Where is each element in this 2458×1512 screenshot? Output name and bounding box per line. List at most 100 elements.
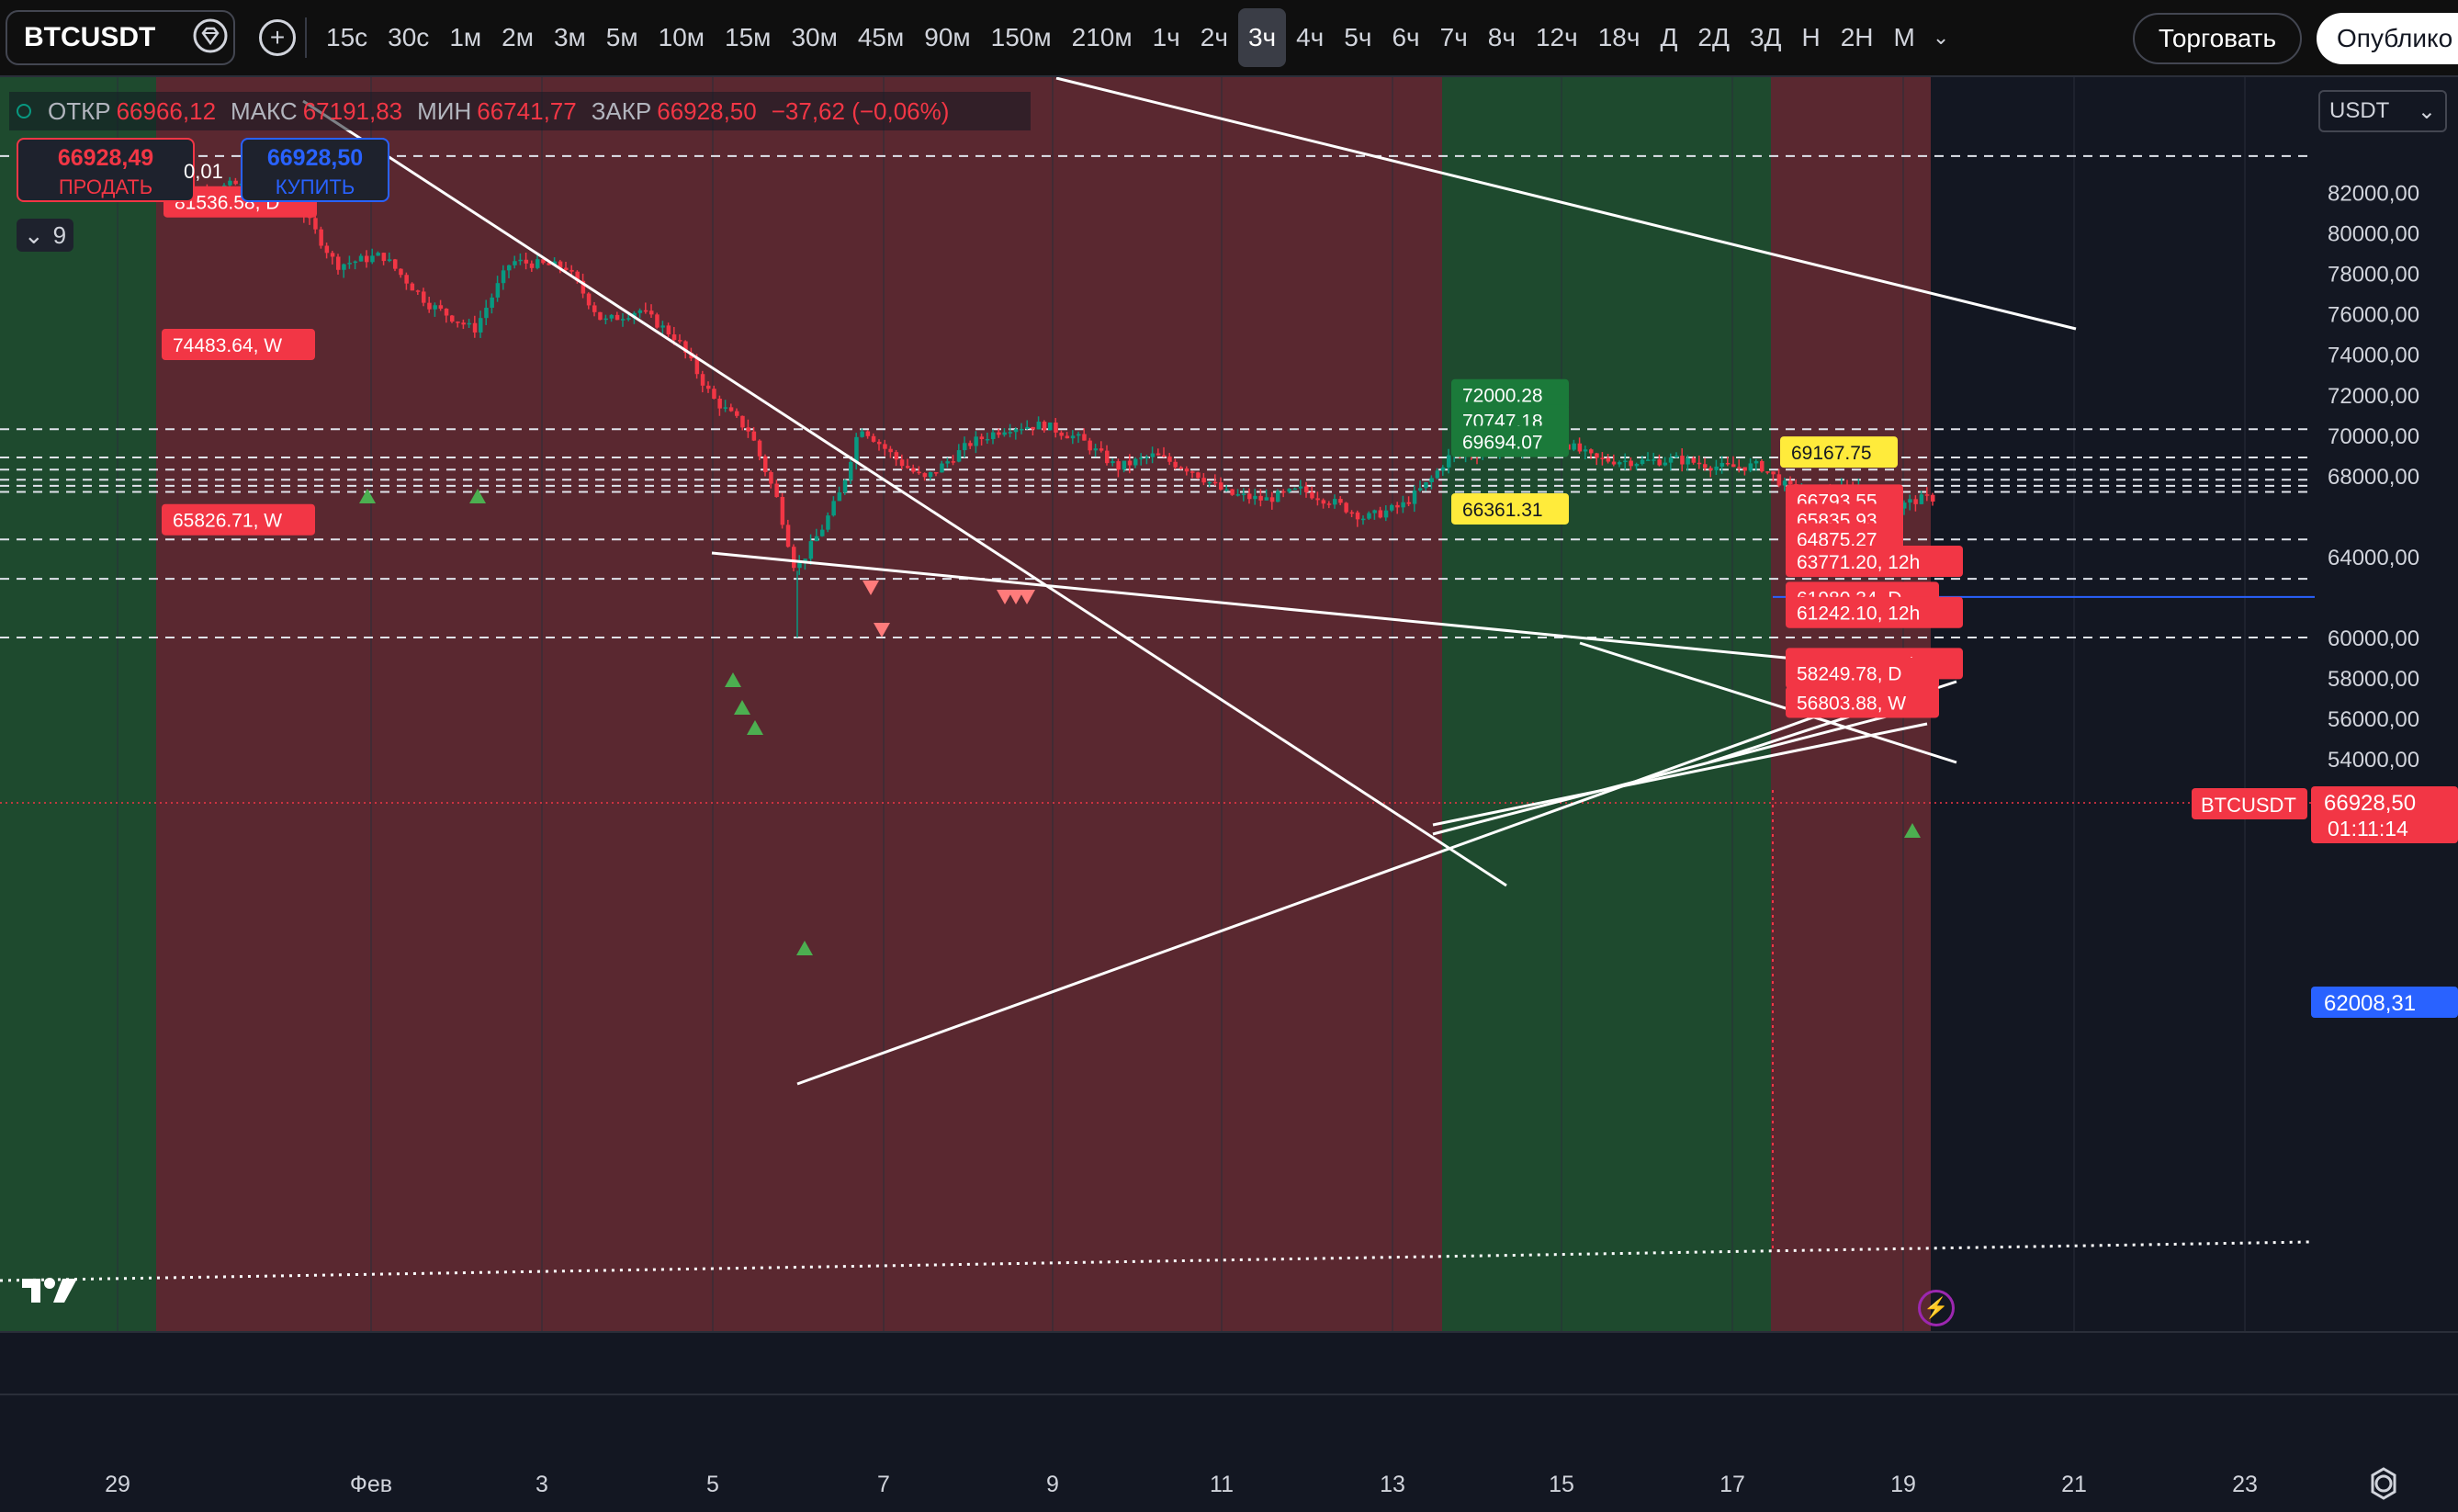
candle-body — [1281, 491, 1286, 493]
candle-body — [381, 253, 387, 262]
candle-body — [1589, 449, 1594, 454]
interval-1[interactable]: 30с — [388, 23, 430, 51]
publish-button[interactable]: Опублико — [2317, 13, 2458, 64]
candle-body — [808, 541, 814, 559]
candle-body — [1691, 457, 1697, 463]
candle-body — [1618, 462, 1622, 465]
interval-10[interactable]: 90м — [924, 23, 971, 51]
interval-20[interactable]: 8ч — [1487, 23, 1516, 51]
buy-button[interactable]: 66928,50 КУПИТЬ — [241, 138, 389, 202]
indicators-toggle[interactable]: ⌄ 9 — [17, 219, 73, 252]
candle-body — [1355, 512, 1360, 520]
sell-button[interactable]: 66928,49 ПРОДАТЬ — [17, 138, 195, 202]
level-label: 69694.07 — [1451, 425, 1569, 457]
candle-body — [336, 256, 341, 270]
candle-body — [518, 259, 523, 262]
level-label: 56803.88, W — [1786, 686, 1939, 718]
interval-26[interactable]: Н — [1801, 23, 1821, 51]
candle-body — [233, 180, 238, 185]
candle-body — [842, 480, 848, 493]
candle-body — [1703, 464, 1708, 468]
candle-body — [1196, 472, 1201, 479]
candle-body — [1013, 429, 1019, 433]
candle-body — [1276, 491, 1280, 502]
candle-body — [524, 259, 529, 264]
diamond-icon[interactable] — [192, 17, 229, 59]
interval-7[interactable]: 15м — [725, 23, 772, 51]
alert-price-value: 62008,31 — [2324, 991, 2416, 1016]
interval-16[interactable]: 4ч — [1296, 23, 1325, 51]
interval-0[interactable]: 15с — [326, 23, 368, 51]
candle-body — [393, 259, 398, 269]
candle-body — [1287, 489, 1291, 492]
plus-circle-icon[interactable]: + — [259, 19, 296, 56]
level-label-text: 72000.28 — [1462, 386, 1543, 407]
tradingview-logo[interactable] — [20, 1275, 81, 1313]
interval-23[interactable]: Д — [1660, 23, 1678, 51]
interval-9[interactable]: 45м — [857, 23, 905, 51]
interval-2[interactable]: 1м — [449, 23, 482, 51]
level-label-text: 74483.64, W — [173, 335, 282, 356]
interval-11[interactable]: 150м — [990, 23, 1052, 51]
symbol-search-button[interactable]: BTCUSDT — [6, 10, 235, 65]
sell-signal-icon — [1008, 590, 1024, 604]
interval-27[interactable]: 2Н — [1840, 23, 1874, 51]
level-label: 74483.64, W — [162, 329, 315, 361]
candle-body — [427, 302, 432, 310]
level-label-bg — [1786, 596, 1963, 628]
candle-body — [438, 305, 444, 310]
current-price-tag-bg — [2311, 786, 2458, 843]
currency-select[interactable]: USDT ⌄ — [2318, 90, 2447, 132]
interval-17[interactable]: 5ч — [1344, 23, 1372, 51]
candle-body — [1390, 504, 1394, 511]
candle-body — [1099, 448, 1104, 451]
candle-body — [1349, 512, 1355, 514]
candle-body — [324, 245, 330, 254]
buy-signal-icon — [359, 489, 376, 503]
candle-body — [1321, 500, 1326, 504]
candle-body — [1760, 460, 1765, 472]
candle-body — [997, 432, 1001, 435]
interval-5[interactable]: 5м — [605, 23, 638, 51]
settings-icon[interactable] — [2366, 1466, 2401, 1501]
level-label: 72000.28 — [1451, 378, 1569, 411]
level-label-bg — [162, 503, 315, 536]
candle-body — [1298, 486, 1303, 489]
interval-4[interactable]: 3м — [553, 23, 586, 51]
time-axis-label: 9 — [1046, 1472, 1059, 1497]
time-axis-label: 17 — [1719, 1472, 1745, 1497]
candle-body — [837, 492, 842, 502]
interval-28[interactable]: М — [1893, 23, 1915, 51]
interval-18[interactable]: 6ч — [1392, 23, 1420, 51]
interval-24[interactable]: 2Д — [1697, 23, 1730, 51]
candle-body — [1577, 443, 1583, 452]
candle-body — [1230, 489, 1235, 495]
candle-body — [1913, 499, 1918, 504]
interval-3[interactable]: 2м — [502, 23, 534, 51]
candle-body — [1178, 467, 1184, 469]
interval-14[interactable]: 2ч — [1200, 23, 1228, 51]
candle-body — [1054, 422, 1058, 433]
trade-button[interactable]: Торговать — [2133, 13, 2302, 64]
interval-13[interactable]: 1ч — [1152, 23, 1180, 51]
chevron-down-icon[interactable]: ⌄ — [1932, 26, 1950, 49]
candle-body — [410, 283, 415, 291]
candle-body — [461, 322, 466, 325]
visibility-dot-icon[interactable] — [17, 104, 31, 118]
interval-25[interactable]: 3Д — [1749, 23, 1782, 51]
candle-body — [1253, 495, 1257, 500]
interval-21[interactable]: 12ч — [1535, 23, 1578, 51]
price-axis-label: 78000,00 — [2328, 263, 2419, 288]
open-label: ОТКР — [48, 96, 111, 125]
candle-body — [1634, 463, 1640, 467]
interval-19[interactable]: 7ч — [1439, 23, 1468, 51]
interval-15[interactable]: 3ч — [1237, 8, 1287, 67]
interval-8[interactable]: 30м — [791, 23, 838, 51]
interval-12[interactable]: 210м — [1071, 23, 1133, 51]
interval-22[interactable]: 18ч — [1597, 23, 1641, 51]
bolt-icon[interactable]: ⚡ — [1918, 1290, 1955, 1326]
candle-body — [717, 398, 722, 409]
interval-6[interactable]: 10м — [658, 23, 705, 51]
candle-body — [592, 305, 597, 312]
